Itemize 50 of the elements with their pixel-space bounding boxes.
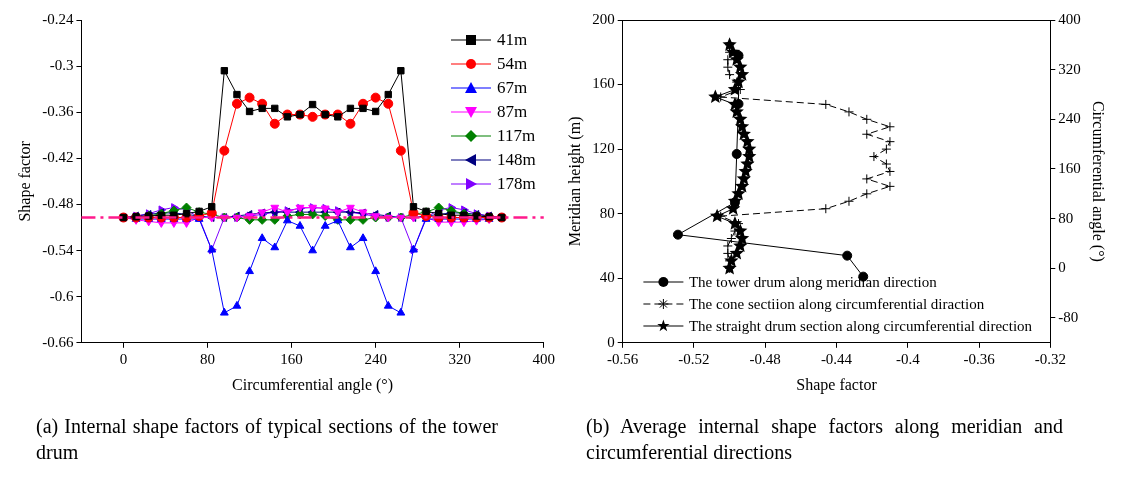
y-tick-label: -0.54: [42, 241, 74, 258]
y2-tick-label: 400: [1058, 10, 1081, 27]
legend-label: 41m: [497, 29, 528, 51]
y-tick-label: 160: [592, 75, 615, 92]
y-tick-label: 200: [592, 10, 615, 27]
y-axis-title: Shape factor: [15, 140, 34, 222]
y2-tick-label: 0: [1058, 259, 1066, 276]
x-tick-label: -0.4: [895, 350, 921, 367]
y2-axis-title: Circumferential angle (°): [1089, 100, 1108, 262]
legend-label: 117m: [497, 125, 536, 147]
y-tick-label: -0.6: [49, 287, 74, 304]
legend-label: 148m: [497, 149, 536, 171]
y2-tick-label: -80: [1058, 308, 1079, 325]
x-tick-label: -0.52: [678, 350, 710, 367]
y2-tick-label: 320: [1058, 60, 1081, 77]
y-tick-label: -0.36: [42, 103, 74, 120]
y-tick-label: 80: [599, 204, 615, 221]
legend-label: 178m: [497, 173, 536, 195]
y-tick-label: -0.42: [42, 149, 74, 166]
x-tick-label: 80: [200, 350, 216, 367]
y-tick-label: 40: [599, 269, 615, 286]
y-tick-label: -0.3: [49, 57, 74, 74]
text: (a) Internal shape factors of typical sections of the tower drum: [35, 414, 499, 465]
legend-label: The cone sectiion along circumferential diraction: [688, 294, 985, 314]
legend-label: 54m: [497, 53, 528, 75]
x-tick-label: -0.32: [1034, 350, 1066, 367]
x-axis-title: Circumferential angle (°): [232, 375, 394, 394]
y2-tick-label: 80: [1058, 209, 1074, 226]
legend-label: 87m: [497, 101, 528, 123]
y-tick-label: 120: [592, 140, 615, 157]
y-tick-label: -0.66: [42, 333, 74, 350]
x-tick-label: -0.56: [607, 350, 639, 367]
x-tick-label: -0.48: [749, 350, 781, 367]
text: (b) Average internal shape factors along meridian and circumferential directions: [585, 414, 1064, 465]
x-axis-title: Shape factor: [796, 375, 878, 394]
legend-label: The straight drum section along circumferential direction: [688, 316, 1033, 336]
y-axis-title: Meridian height (m): [565, 116, 584, 247]
y-tick-label: 0: [607, 333, 615, 350]
x-tick-label: 0: [119, 350, 128, 367]
legend-label: 67m: [497, 77, 528, 99]
x-tick-label: -0.44: [820, 350, 853, 367]
y2-tick-label: 160: [1058, 159, 1081, 176]
x-tick-label: 240: [364, 350, 387, 367]
y-tick-label: -0.48: [42, 195, 74, 212]
y-tick-label: -0.24: [42, 10, 74, 27]
x-tick-label: -0.36: [963, 350, 996, 367]
x-tick-label: 320: [448, 350, 471, 367]
x-tick-label: 400: [532, 350, 555, 367]
x-tick-label: 160: [280, 350, 303, 367]
y2-tick-label: 240: [1058, 110, 1081, 127]
